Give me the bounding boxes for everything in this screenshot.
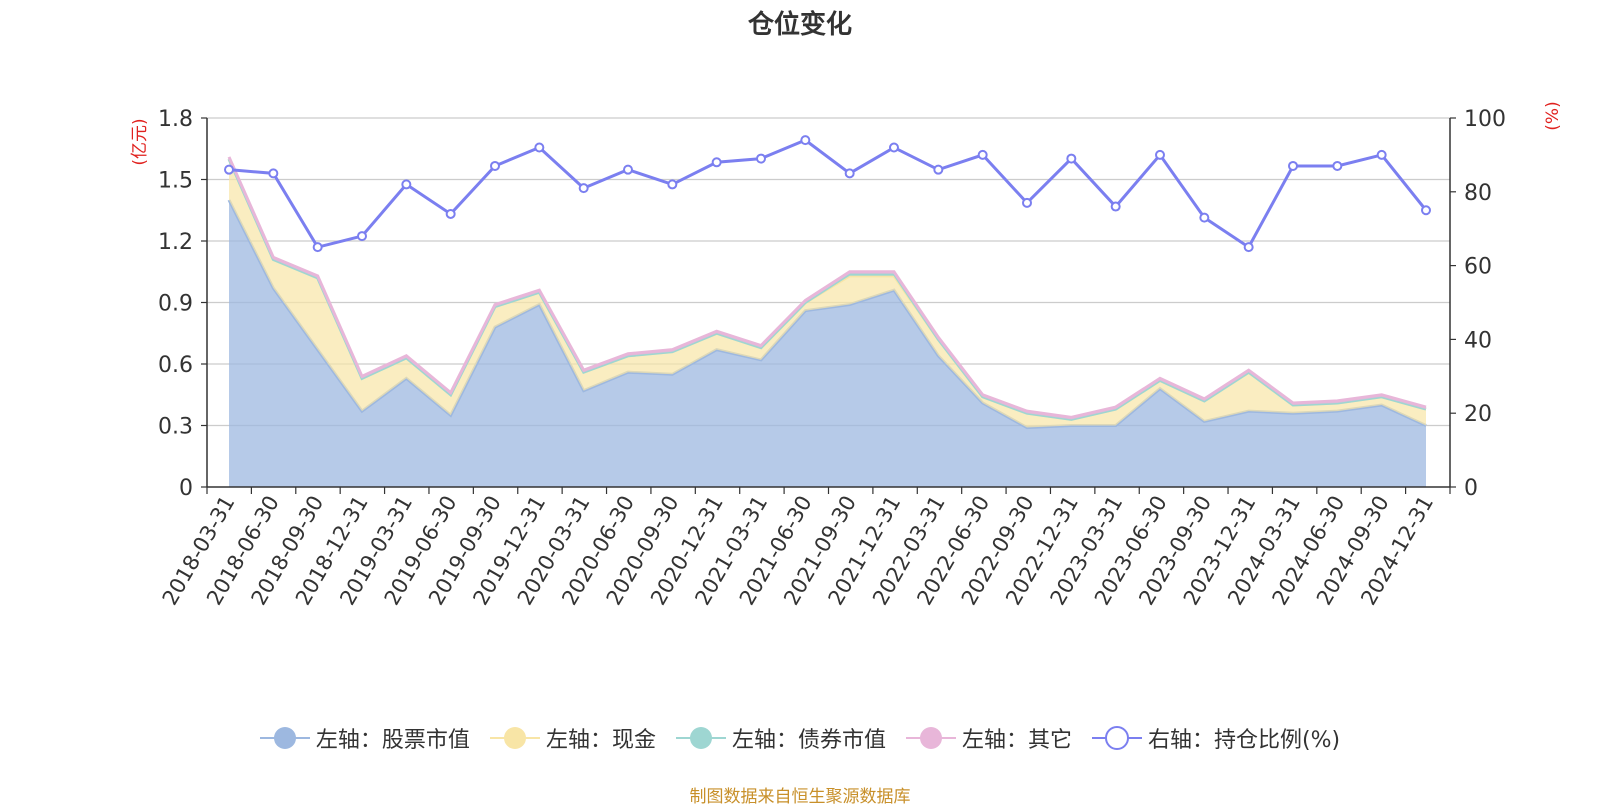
right-tick-label: 80 xyxy=(1464,181,1492,206)
ratio-line xyxy=(228,138,1428,250)
ratio-point xyxy=(1155,149,1165,160)
area-1 xyxy=(229,200,1426,487)
ratio-point xyxy=(357,231,367,242)
ratio-point xyxy=(268,168,279,179)
legend-label: 右轴：持仓比例(%) xyxy=(1147,728,1341,753)
right-tick-label: 60 xyxy=(1464,255,1492,280)
right-tick-label: 20 xyxy=(1464,402,1492,427)
ratio-point xyxy=(224,164,234,175)
area-line-4 xyxy=(227,156,1427,419)
legend-symbol-icon xyxy=(675,727,726,749)
ratio-point xyxy=(711,157,722,168)
left-tick-label: 1.5 xyxy=(158,169,193,194)
ratio-point xyxy=(312,242,323,253)
left-tick-label: 0.9 xyxy=(158,292,193,317)
source-note: 制图数据来自恒生聚源数据库 xyxy=(689,787,911,807)
ratio-point xyxy=(1022,197,1032,208)
ratio-point xyxy=(933,164,944,175)
ratio-point xyxy=(667,179,678,190)
legend-label: 左轴：其它 xyxy=(961,728,1072,753)
legend-symbol-icon xyxy=(489,727,540,749)
left-tick-label: 0 xyxy=(179,476,193,501)
right-tick-label: 40 xyxy=(1464,328,1492,353)
ratio-point xyxy=(1066,153,1077,164)
ratio-point xyxy=(1421,205,1431,216)
left-axis-label: (亿元) xyxy=(130,118,150,165)
ratio-point xyxy=(401,179,412,190)
legend-item[interactable]: 左轴：现金 xyxy=(489,722,656,754)
ratio-point xyxy=(1243,242,1254,253)
ratio-point xyxy=(1288,160,1298,171)
left-tick-label: 1.8 xyxy=(158,107,193,132)
legend-symbol-icon xyxy=(905,727,956,749)
left-tick-label: 1.2 xyxy=(158,230,193,255)
ratio-point xyxy=(756,153,766,164)
right-tick-label: 100 xyxy=(1464,107,1506,132)
legend-item[interactable]: 左轴：其它 xyxy=(905,722,1072,754)
chart-title: 仓位变化 xyxy=(747,10,852,40)
ratio-point xyxy=(578,183,589,194)
legend-item[interactable]: 右轴：持仓比例(%) xyxy=(1091,722,1341,754)
legend-symbol-icon xyxy=(1091,726,1142,750)
ratio-point xyxy=(800,135,811,146)
left-tick-label: 0.3 xyxy=(158,415,193,440)
legend-symbol-icon xyxy=(259,727,310,749)
ratio-point xyxy=(1199,212,1210,223)
ratio-point xyxy=(534,142,545,153)
ratio-point xyxy=(445,208,456,219)
area-2 xyxy=(229,159,1426,428)
ratio-point xyxy=(623,164,633,175)
ratio-point xyxy=(889,142,899,153)
legend-item[interactable]: 左轴：股票市值 xyxy=(259,722,470,754)
legend: 左轴：股票市值 左轴：现金 左轴：债券市值 左轴：其它 右轴：持仓比例(%) xyxy=(0,722,1600,754)
chart-plot: 00.30.60.91.21.51.80204060801002018-03-3… xyxy=(130,101,1563,609)
left-tick-label: 0.6 xyxy=(158,353,193,378)
legend-label: 左轴：股票市值 xyxy=(315,728,470,753)
legend-label: 左轴：债券市值 xyxy=(731,728,886,753)
ratio-point xyxy=(1332,160,1343,171)
legend-item[interactable]: 左轴：债券市值 xyxy=(675,722,886,754)
legend-label: 左轴：现金 xyxy=(545,728,656,753)
ratio-point xyxy=(844,168,855,179)
ratio-point xyxy=(977,149,988,160)
ratio-point xyxy=(1110,201,1121,212)
right-tick-label: 0 xyxy=(1464,476,1478,501)
ratio-point xyxy=(1376,149,1387,160)
ratio-point xyxy=(490,160,500,171)
right-axis-label: (%) xyxy=(1543,101,1563,130)
